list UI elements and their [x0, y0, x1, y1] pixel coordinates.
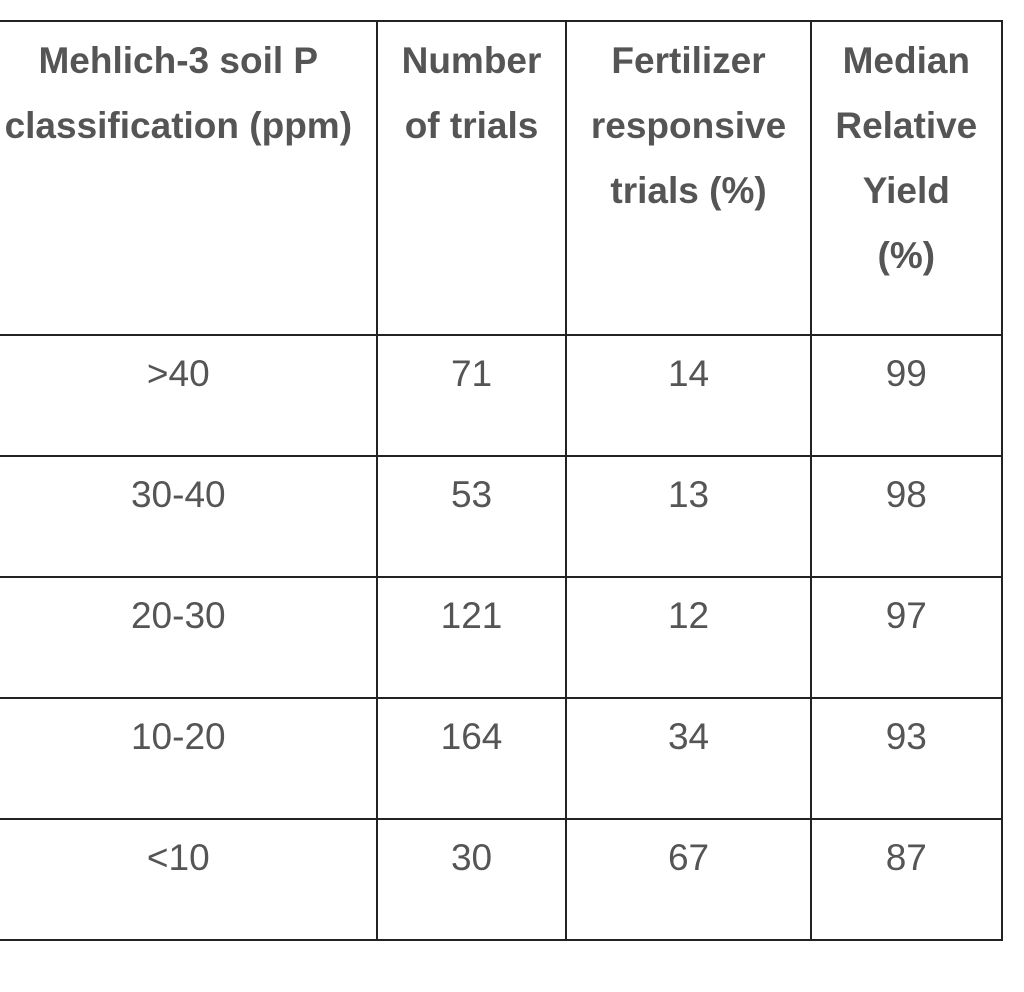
table-cell: 30-40 [0, 455, 378, 578]
table-row: 20-30 121 12 97 [0, 576, 1004, 699]
table-cell: 121 [375, 576, 568, 699]
table-cell: 53 [375, 455, 568, 578]
table-row: <10 30 67 87 [0, 818, 1004, 941]
table-cell: 10-20 [0, 697, 378, 820]
table-cell: 87 [809, 818, 1004, 941]
header-cell: Number of trials [375, 20, 568, 336]
table-cell: 20-30 [0, 576, 378, 699]
table-cell: 71 [375, 334, 568, 457]
header-cell: Median Relative Yield (%) [809, 20, 1004, 336]
table-row: 30-40 53 13 98 [0, 455, 1004, 578]
table-body: >40 71 14 99 30-40 53 13 98 20-30 121 12 97 10-20 164… [0, 334, 1004, 941]
table-cell: 67 [565, 818, 812, 941]
table-cell: 14 [565, 334, 812, 457]
table-cell: 34 [565, 697, 812, 820]
table-cell: 13 [565, 455, 812, 578]
table-cell: 12 [565, 576, 812, 699]
table-cell: 164 [375, 697, 568, 820]
table-cell: 97 [809, 576, 1004, 699]
table-cell: 98 [809, 455, 1004, 578]
header-row: Mehlich-3 soil P classification (ppm) Num… [0, 20, 1004, 336]
data-table: Mehlich-3 soil P classification (ppm) Num… [0, 20, 1004, 941]
table-cell: <10 [0, 818, 378, 941]
table-cell: 93 [809, 697, 1004, 820]
table-cell: >40 [0, 334, 378, 457]
table-cell: 30 [375, 818, 568, 941]
table-row: 10-20 164 34 93 [0, 697, 1004, 820]
table-row: >40 71 14 99 [0, 334, 1004, 457]
header-cell: Mehlich-3 soil P classification (ppm) [0, 20, 378, 336]
header-cell: Fertilizer responsive trials (%) [565, 20, 812, 336]
table-cell: 99 [809, 334, 1004, 457]
